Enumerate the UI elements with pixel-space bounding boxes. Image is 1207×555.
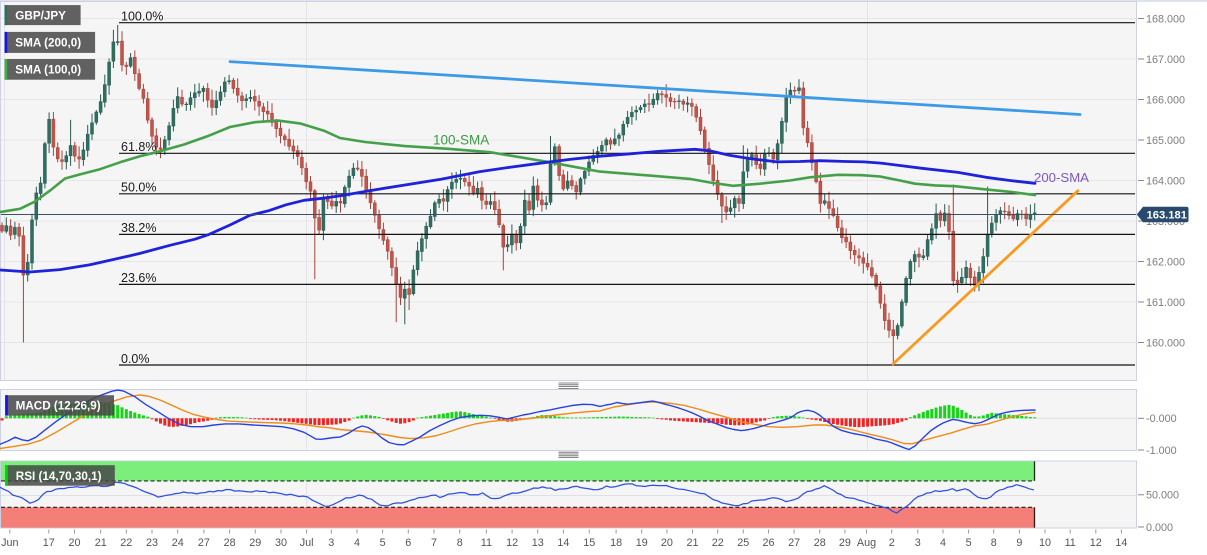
svg-text:Aug: Aug <box>857 537 876 549</box>
svg-text:200-SMA: 200-SMA <box>1034 170 1089 185</box>
svg-text:164.000: 164.000 <box>1146 175 1185 187</box>
svg-text:21: 21 <box>686 537 698 549</box>
svg-text:13: 13 <box>532 537 544 549</box>
svg-text:100.0%: 100.0% <box>121 10 163 24</box>
svg-text:0.000: 0.000 <box>1146 522 1173 534</box>
svg-text:Jun: Jun <box>1 537 18 549</box>
svg-text:5: 5 <box>966 537 972 549</box>
svg-text:-0.000: -0.000 <box>1146 413 1177 425</box>
svg-text:7: 7 <box>431 537 437 549</box>
svg-text:14: 14 <box>557 537 569 549</box>
svg-text:SMA (100,0): SMA (100,0) <box>15 64 81 77</box>
svg-text:165.000: 165.000 <box>1146 135 1185 147</box>
svg-text:50.000: 50.000 <box>1146 490 1179 502</box>
svg-text:15: 15 <box>583 537 595 549</box>
svg-text:4: 4 <box>354 537 360 549</box>
svg-text:3: 3 <box>915 537 921 549</box>
svg-text:3: 3 <box>328 537 334 549</box>
svg-text:23.6%: 23.6% <box>121 271 156 285</box>
svg-text:25: 25 <box>737 537 749 549</box>
svg-text:22: 22 <box>120 537 132 549</box>
svg-text:RSI (14,70,30,1): RSI (14,70,30,1) <box>16 470 102 483</box>
svg-text:27: 27 <box>788 537 800 549</box>
svg-text:17: 17 <box>43 537 55 549</box>
svg-text:2: 2 <box>889 537 895 549</box>
svg-text:19: 19 <box>636 537 648 549</box>
svg-text:8: 8 <box>457 537 463 549</box>
svg-text:26: 26 <box>762 537 774 549</box>
svg-text:4: 4 <box>940 537 946 549</box>
svg-text:21: 21 <box>95 537 107 549</box>
svg-text:23: 23 <box>146 537 158 549</box>
svg-text:161.000: 161.000 <box>1146 297 1185 309</box>
svg-text:20: 20 <box>661 537 673 549</box>
svg-text:20: 20 <box>68 537 80 549</box>
svg-text:166.000: 166.000 <box>1146 94 1185 106</box>
svg-text:61.8%: 61.8% <box>121 140 156 154</box>
svg-text:Jul: Jul <box>300 537 314 549</box>
svg-text:162.000: 162.000 <box>1146 256 1185 268</box>
svg-text:28: 28 <box>224 537 236 549</box>
svg-text:11: 11 <box>481 537 492 549</box>
svg-text:GBP/JPY: GBP/JPY <box>15 9 66 22</box>
svg-text:160.000: 160.000 <box>1146 337 1185 349</box>
svg-text:30: 30 <box>275 537 287 549</box>
svg-text:167.000: 167.000 <box>1146 54 1185 66</box>
svg-text:29: 29 <box>249 537 261 549</box>
svg-text:18: 18 <box>610 537 622 549</box>
svg-text:24: 24 <box>172 537 184 549</box>
svg-text:10: 10 <box>1039 537 1051 549</box>
svg-text:11: 11 <box>1065 537 1076 549</box>
svg-text:22: 22 <box>712 537 724 549</box>
svg-text:9: 9 <box>1016 537 1022 549</box>
svg-text:6: 6 <box>405 537 411 549</box>
svg-text:163.181: 163.181 <box>1147 210 1187 222</box>
svg-text:MACD (12,26,9): MACD (12,26,9) <box>16 400 101 413</box>
svg-text:28: 28 <box>814 537 826 549</box>
svg-text:168.000: 168.000 <box>1146 13 1185 25</box>
svg-text:0.0%: 0.0% <box>121 352 150 366</box>
svg-text:100-SMA: 100-SMA <box>433 133 489 148</box>
svg-text:5: 5 <box>380 537 386 549</box>
svg-text:SMA (200,0): SMA (200,0) <box>15 37 81 50</box>
svg-text:29: 29 <box>839 537 851 549</box>
svg-text:50.0%: 50.0% <box>121 181 156 195</box>
svg-text:12: 12 <box>1090 537 1102 549</box>
svg-text:12: 12 <box>506 537 518 549</box>
svg-text:8: 8 <box>991 537 997 549</box>
svg-text:-1.000: -1.000 <box>1146 445 1177 457</box>
svg-text:14: 14 <box>1115 537 1127 549</box>
svg-text:38.2%: 38.2% <box>121 221 156 235</box>
svg-text:27: 27 <box>198 537 210 549</box>
